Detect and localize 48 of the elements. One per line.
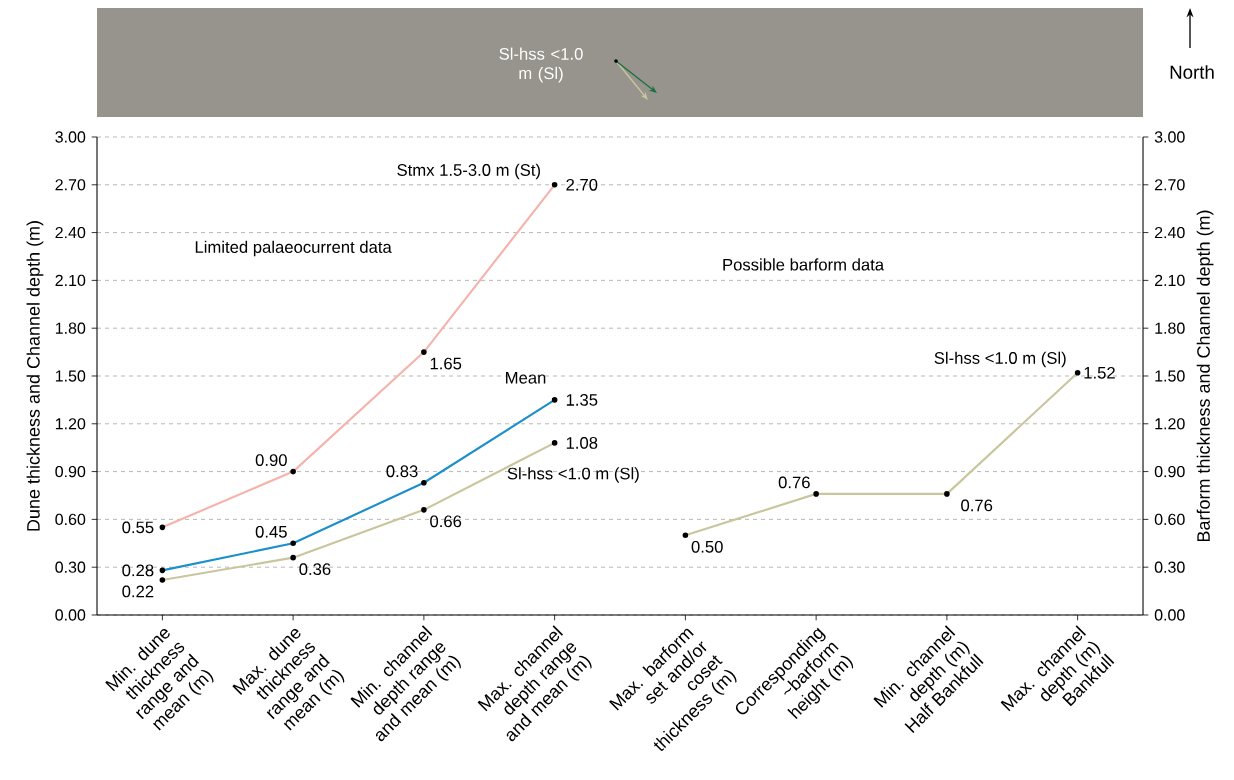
data-label: 0.90 [255,454,287,466]
data-label: 0.76 [961,499,993,512]
y-axis-title: Dune thickness and Channel depth (m) [26,221,44,531]
data-label: 2.70 [566,178,598,191]
y2-axis-title: Barform thickness and Channel depth (m) [1196,210,1214,542]
y-tick-label: 0.60 [55,513,86,526]
y2-tick-label: 1.50 [1155,370,1185,382]
annotation: Limited palaeocurrent data [195,240,392,257]
text: North [1170,65,1214,79]
y-tick-label: 0.30 [55,561,86,573]
series-label: Stmx 1.5-3.0 m (St) [397,163,540,180]
y2-tick-label: 0.90 [1154,465,1185,478]
y-tick-label: 0.00 [55,609,86,621]
data-label: 0.83 [386,465,418,478]
y-tick-label: 2.10 [55,274,86,287]
text: Sl-hss <1.0 m (Sl) [499,47,583,83]
data-label: 1.08 [566,437,598,449]
data-label: 1.52 [1084,366,1115,379]
annotation: Possible barform data [723,258,885,271]
data-label: 0.36 [299,563,331,576]
y2-tick-label: 2.10 [1154,274,1185,287]
y-tick-label: 1.50 [55,370,86,382]
y2-tick-label: 0.00 [1154,609,1185,621]
y2-tick-label: 1.80 [1155,322,1185,334]
data-label: 1.65 [430,357,462,370]
y2-tick-label: 0.60 [1154,513,1185,526]
y2-tick-label: 2.40 [1154,226,1185,239]
y2-tick-label: 3.00 [1154,131,1185,143]
y-tick-label: 2.40 [55,226,86,239]
data-label: 0.28 [122,564,154,577]
y-tick-label: 3.00 [55,131,86,143]
data-label: 0.22 [122,585,154,598]
data-label: 0.45 [255,525,287,538]
data-label: 0.50 [691,540,723,553]
data-label: 0.76 [778,476,810,489]
series-label: Sl-hss <1.0 m (Sl) [507,467,639,483]
y2-tick-label: 0.30 [1154,561,1185,573]
data-label: 0.55 [122,521,154,534]
series-label: Sl-hss <1.0 m (Sl) [934,351,1066,368]
series-label: Mean [506,372,546,384]
y-tick-label: 0.90 [55,465,86,478]
y-tick-label: 1.20 [55,418,86,430]
data-label: 1.35 [566,394,598,406]
y-tick-label: 2.70 [55,179,86,191]
data-label: 0.66 [430,515,462,528]
y-tick-label: 1.80 [55,322,86,334]
y2-tick-label: 2.70 [1154,179,1185,191]
y2-tick-label: 1.20 [1155,418,1185,430]
